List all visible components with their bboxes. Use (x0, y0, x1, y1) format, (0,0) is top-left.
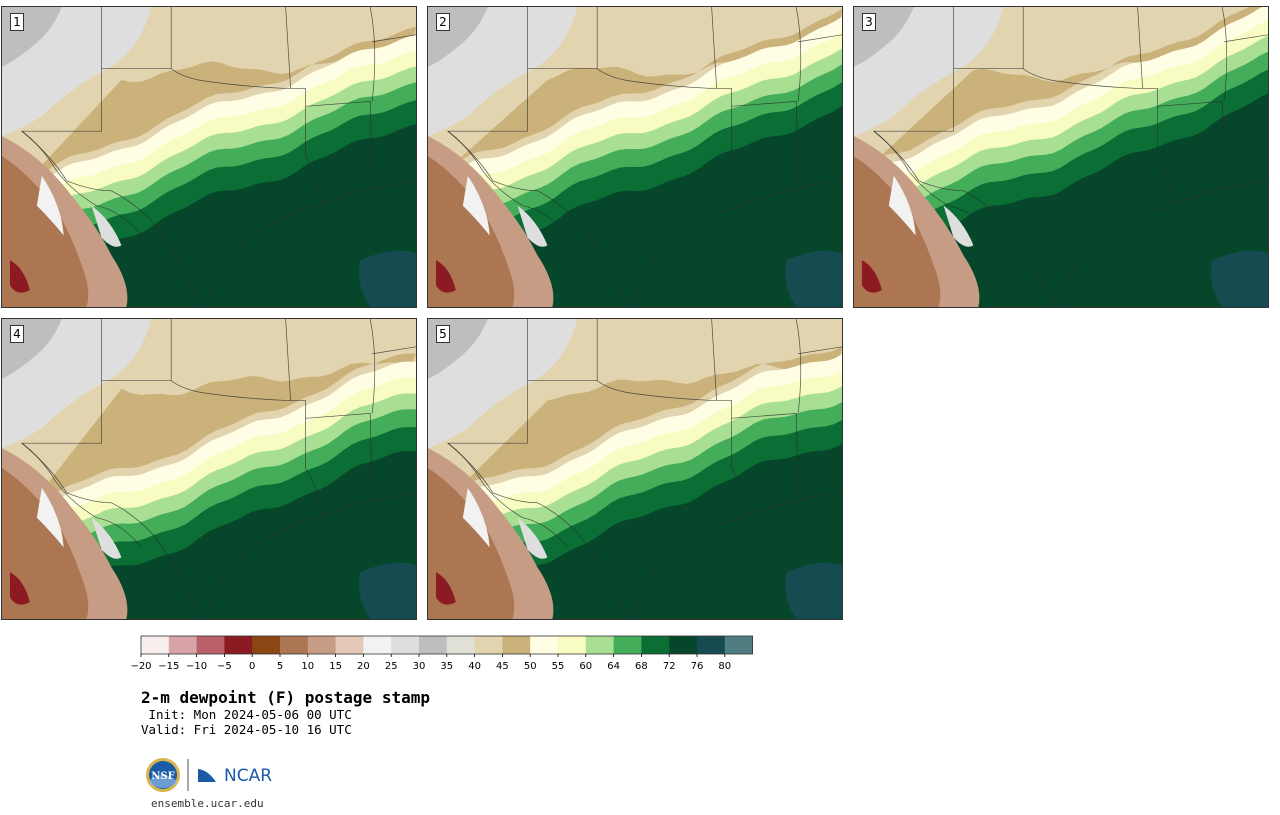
colorbar-bin (252, 636, 281, 654)
dewpoint-map (2, 7, 416, 307)
colorbar-bin (419, 636, 448, 654)
colorbar-bin (446, 636, 475, 654)
colorbar-tick-label: 10 (301, 661, 314, 672)
website-url: ensemble.ucar.edu (151, 797, 264, 810)
colorbar-tick-label: 55 (552, 661, 565, 672)
colorbar-tick-label: −5 (217, 661, 232, 672)
colorbar-bin (530, 636, 559, 654)
dewpoint-map (854, 7, 1268, 307)
colorbar-tick-label: 68 (635, 661, 648, 672)
colorbar-bin (363, 636, 392, 654)
colorbar-tick-label: 40 (468, 661, 481, 672)
ensemble-member-panel-2: 2 (427, 6, 843, 308)
colorbar-tick-label: 60 (579, 661, 592, 672)
member-number-label: 1 (10, 13, 24, 31)
ensemble-member-panel-3: 3 (853, 6, 1269, 308)
ensemble-member-panel-4: 4 (1, 318, 417, 620)
colorbar-bin (168, 636, 197, 654)
colorbar-tick-label: 25 (385, 661, 398, 672)
colorbar-tick-label: 50 (524, 661, 537, 672)
colorbar-tick-label: 15 (329, 661, 342, 672)
valid-time: Valid: Fri 2024-05-10 16 UTC (141, 722, 352, 737)
dewpoint-map (428, 319, 842, 619)
colorbar-bin (502, 636, 531, 654)
member-number-label: 5 (436, 325, 450, 343)
ncar-logo-text: NCAR (224, 766, 272, 786)
colorbar-bin (697, 636, 726, 654)
nsf-logo-icon: NSF (146, 758, 180, 792)
ensemble-member-panel-1: 1 (1, 6, 417, 308)
colorbar-tick-label: 5 (277, 661, 283, 672)
colorbar-tick-label: 35 (440, 661, 453, 672)
init-time: Init: Mon 2024-05-06 00 UTC (141, 707, 352, 722)
colorbar-tick-label: 72 (663, 661, 676, 672)
colorbar-bin (307, 636, 336, 654)
colorbar-tick-label: −20 (130, 661, 151, 672)
colorbar-bin (280, 636, 309, 654)
colorbar-bin (558, 636, 587, 654)
colorbar-tick-label: 0 (249, 661, 255, 672)
colorbar-bin (196, 636, 225, 654)
dewpoint-colorbar: −20 −15 −10 −5 0 5 10 15 20 25 30 35 40 45 50 55 60 64 68 7… (130, 635, 753, 672)
figure-titles: 2-m dewpoint (F) postage stamp Init: Mon… (141, 688, 430, 737)
colorbar-tick-label: 80 (718, 661, 731, 672)
colorbar-bin (141, 636, 170, 654)
member-number-label: 4 (10, 325, 24, 343)
colorbar-tick-label: 30 (413, 661, 426, 672)
colorbar-bin (224, 636, 253, 654)
colorbar-tick-label: −10 (186, 661, 207, 672)
ncar-logo-icon: NCAR (198, 764, 272, 786)
colorbar-bin (669, 636, 698, 654)
colorbar-bin (585, 636, 614, 654)
colorbar-tick-label: 45 (496, 661, 509, 672)
ensemble-member-panel-5: 5 (427, 318, 843, 620)
dewpoint-map (2, 319, 416, 619)
colorbar-tick-label: 76 (691, 661, 704, 672)
sponsor-logos: NSF NCAR (146, 758, 272, 792)
nsf-logo-text: NSF (151, 771, 174, 782)
member-number-label: 3 (862, 13, 876, 31)
colorbar-tick-label: 64 (607, 661, 620, 672)
colorbar-bin (724, 636, 753, 654)
colorbar-tick-label: 20 (357, 661, 370, 672)
colorbar-bin (613, 636, 642, 654)
colorbar-bin (641, 636, 670, 654)
member-number-label: 2 (436, 13, 450, 31)
figure-title: 2-m dewpoint (F) postage stamp (141, 688, 430, 707)
colorbar-tick-label: −15 (158, 661, 179, 672)
dewpoint-map (428, 7, 842, 307)
colorbar-bin (474, 636, 503, 654)
colorbar-bin (335, 636, 364, 654)
colorbar-bin (391, 636, 420, 654)
